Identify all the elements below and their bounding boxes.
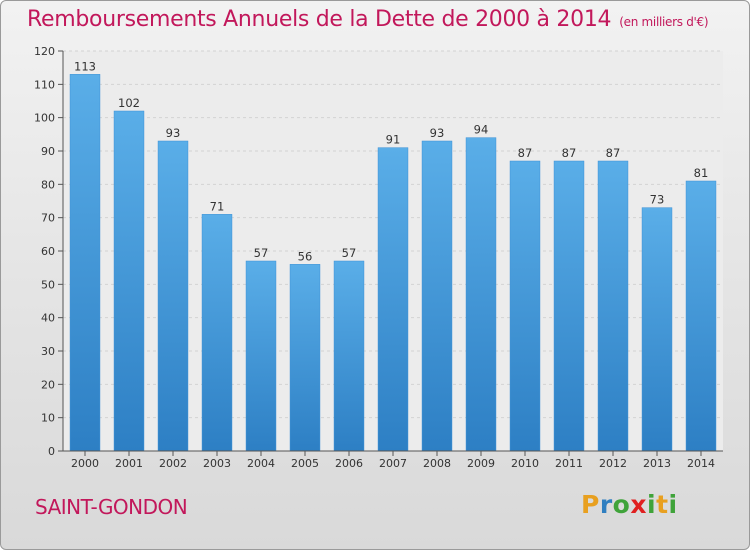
bar [641,207,673,452]
bar-value-label: 57 [254,246,269,260]
bar-value-label: 102 [118,96,140,110]
y-tick-label: 0 [48,445,55,458]
logo-letter: x [630,490,647,519]
chart-unit: (en milliers d'€) [619,15,709,29]
bar-value-label: 94 [474,123,489,137]
bar [553,160,585,452]
x-tick-label: 2003 [203,457,231,470]
bar-value-label: 87 [562,146,577,160]
bar [201,214,233,452]
bars: 113 102 93 71 57 56 57 91 93 94 87 87 87 73 81 [69,59,717,452]
y-tick-label: 100 [34,112,55,125]
x-tick-label: 2000 [71,457,99,470]
logo-letter: t [656,490,669,519]
x-tick-label: 2009 [467,457,495,470]
x-axis: 2000 2001 2002 2003 2004 2005 2006 2007 2008 2009… [63,450,723,470]
bar [69,74,101,452]
y-tick-label: 30 [41,345,55,358]
y-tick-label: 40 [41,312,55,325]
bar [377,147,409,452]
bar [245,260,277,452]
bar-value-label: 87 [518,146,533,160]
y-tick-label: 60 [41,245,55,258]
bar-value-label: 93 [166,126,181,140]
x-tick-label: 2007 [379,457,407,470]
bar [421,140,453,452]
bar-value-label: 73 [650,193,665,207]
bar-value-label: 93 [430,126,445,140]
bar [685,180,717,452]
bar-value-label: 87 [606,146,621,160]
logo-letter: i [668,490,678,519]
y-tick-label: 10 [41,412,55,425]
y-tick-label: 90 [41,145,55,158]
y-axis: 0 10 20 30 40 50 60 70 80 90 100 110 120 [34,45,64,458]
x-tick-label: 2006 [335,457,363,470]
bar [289,264,321,452]
y-tick-label: 20 [41,378,55,391]
bar [157,140,189,452]
y-tick-label: 120 [34,45,55,58]
bar [113,110,145,452]
y-tick-label: 80 [41,178,55,191]
x-tick-label: 2013 [643,457,671,470]
proxiti-logo: Proxiti [581,490,678,519]
y-tick-label: 70 [41,212,55,225]
x-tick-label: 2008 [423,457,451,470]
x-tick-label: 2012 [599,457,627,470]
y-tick-label: 50 [41,278,55,291]
logo-letter: o [612,490,631,519]
bar [333,260,365,452]
bar [597,160,629,452]
logo-letter: r [599,490,613,519]
logo-letter: P [581,490,600,519]
bar-value-label: 113 [74,59,96,73]
bar [509,160,541,452]
x-tick-label: 2002 [159,457,187,470]
bar-value-label: 56 [298,249,313,263]
bar-value-label: 71 [210,199,225,213]
chart-title-text: Remboursements Annuels de la Dette de 20… [27,7,612,32]
commune-name: SAINT-GONDON [35,495,188,519]
x-tick-label: 2001 [115,457,143,470]
chart-title: Remboursements Annuels de la Dette de 20… [27,7,709,32]
bar-value-label: 91 [386,133,401,147]
bar-value-label: 81 [694,166,709,180]
bar [465,137,497,452]
x-tick-label: 2004 [247,457,275,470]
bar-value-label: 57 [342,246,357,260]
x-tick-label: 2010 [511,457,539,470]
x-tick-label: 2005 [291,457,319,470]
y-tick-label: 110 [34,78,55,91]
x-tick-label: 2014 [687,457,715,470]
x-tick-label: 2011 [555,457,583,470]
logo-letter: i [647,490,657,519]
